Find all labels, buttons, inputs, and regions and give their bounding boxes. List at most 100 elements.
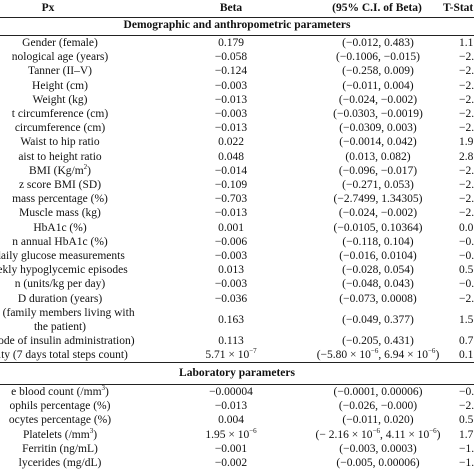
header-px: Px bbox=[41, 2, 55, 14]
cell-px-text: vity (7 days total steps count) bbox=[0, 349, 128, 362]
cell-beta: 0.004 bbox=[218, 414, 244, 427]
cell-beta: 0.179 bbox=[218, 37, 244, 49]
cell-px: aist to height ratio bbox=[0, 151, 160, 163]
table-row: Muscle mass (kg) −0.013 (−0.024, −0.002) −2… bbox=[0, 207, 474, 221]
table-row: daily glucose measurements −0.003 (−0.016,… bbox=[0, 250, 474, 264]
cell-px: n annual HbA1c (%) bbox=[0, 236, 160, 248]
cell-t-stat: −2. bbox=[459, 122, 474, 135]
cell-beta: 0.013 bbox=[218, 264, 244, 277]
cell-px-text: nological age (years) bbox=[11, 51, 109, 64]
cell-px-text: eekly hypoglycemic episodes bbox=[0, 264, 128, 277]
cell-px: n * (family members living with bbox=[0, 307, 160, 319]
header-rule bbox=[0, 17, 474, 18]
cell-px: eekly hypoglycemic episodes bbox=[0, 264, 160, 276]
cell-ci: (−0.205, 0.431) bbox=[342, 335, 414, 348]
cell-t-stat: −2. bbox=[459, 179, 474, 191]
cell-px-text: (mode of insulin administration) bbox=[0, 335, 135, 348]
cell-px: z score BMI (SD) bbox=[0, 179, 160, 191]
cell-ci: (−0.005, 0.00006) bbox=[336, 457, 420, 469]
cell-ci: (−0.0001, 0.00006) bbox=[333, 386, 423, 398]
cell-t-stat: −2. bbox=[459, 51, 474, 64]
cell-t-stat: −0. bbox=[459, 278, 474, 291]
table-row: Ferritin (ng/mL) −0.001 (−0.003, 0.0003) −1… bbox=[0, 443, 474, 457]
cell-beta: 0.048 bbox=[218, 150, 244, 163]
cell-px-text: t circumference (cm) bbox=[11, 108, 109, 120]
cell-beta: −0.014 bbox=[214, 164, 248, 177]
cell-ci: (−2.7499, 1.34305) bbox=[333, 193, 423, 206]
cell-beta: −0.003 bbox=[214, 108, 248, 120]
cell-ci: (−0.1006, −0.015) bbox=[336, 51, 420, 64]
cell-px-text: BMI (Kg/m bbox=[29, 164, 84, 177]
exponent: −6 bbox=[370, 347, 379, 356]
cell-t-stat: −2. bbox=[459, 108, 474, 120]
cell-ci: (−0.012, 0.483) bbox=[342, 37, 414, 49]
exponent: 3 bbox=[89, 426, 94, 435]
cell-px-text: daily glucose measurements bbox=[0, 250, 125, 262]
exponent: −6 bbox=[372, 426, 381, 435]
cell-px: Platelets (/mm3) bbox=[22, 426, 98, 441]
cell-beta: 0.022 bbox=[218, 136, 244, 149]
table-row: t circumference (cm) −0.003 (−0.0303, −0.0… bbox=[0, 108, 474, 122]
table-row: Height (cm) −0.003 (−0.011, 0.004) −2. bbox=[0, 80, 474, 94]
table-row: Weight (kg) −0.013 (−0.024, −0.002) −2. bbox=[0, 94, 474, 108]
cell-beta: 1.95 × 10−6 bbox=[205, 426, 257, 441]
cell-px-text: Height (cm) bbox=[32, 79, 88, 92]
cell-px: Weight (kg) bbox=[0, 94, 160, 106]
cell-t-stat: −0. bbox=[459, 250, 474, 262]
cell-px-text: Ferritin (ng/mL) bbox=[22, 442, 98, 455]
cell-beta: −0.001 bbox=[214, 442, 248, 455]
cell-beta: 0.163 bbox=[218, 313, 244, 326]
cell-beta: −0.003 bbox=[214, 250, 248, 262]
table-row: Tanner (II–V) −0.124 (−0.258, 0.009) −2. bbox=[0, 65, 474, 79]
cell-beta: −0.036 bbox=[214, 292, 248, 305]
table-row: eekly hypoglycemic episodes 0.013 (−0.028,… bbox=[0, 264, 474, 278]
cell-ci: (−0.049, 0.377) bbox=[342, 313, 414, 326]
table-row: ophils percentage (%) −0.013 (−0.026, −0.0… bbox=[0, 400, 474, 414]
cell-t-stat: −0. bbox=[459, 386, 474, 398]
cell-px: t circumference (cm) bbox=[0, 108, 160, 120]
cell-px-text: Tanner (II–V) bbox=[27, 65, 92, 78]
cell-beta: −0.00004 bbox=[209, 386, 253, 398]
cell-ci: (−5.80 × 10−6, 6.94 × 10−6) bbox=[316, 347, 440, 362]
table-header: Px Beta (95% C.I. of Beta) T-Stat bbox=[0, 0, 474, 17]
cell-px: ocytes percentage (%) bbox=[0, 414, 160, 426]
table-row: vity (7 days total steps count) 5.71 × 10… bbox=[0, 347, 474, 363]
table-row: z score BMI (SD) −0.109 (−0.271, 0.053) −2. bbox=[0, 179, 474, 193]
cell-px-text: HbA1c (%) bbox=[33, 221, 87, 234]
table-row: D duration (years) −0.036 (−0.073, 0.0008)… bbox=[0, 293, 474, 307]
table-row: aist to height ratio 0.048 (0.013, 0.082) 2… bbox=[0, 151, 474, 165]
table-row: nological age (years) −0.058 (−0.1006, −0.… bbox=[0, 51, 474, 65]
cell-t-stat: 0.7 bbox=[459, 335, 474, 348]
cell-px-text: aist to height ratio bbox=[18, 150, 102, 163]
cell-px: BMI (Kg/m2) bbox=[29, 162, 91, 177]
cell-px-text: e blood count (/mm bbox=[11, 386, 102, 398]
table-row: n (units/kg per day) −0.003 (−0.048, 0.043… bbox=[0, 278, 474, 292]
cell-ci: (−0.011, 0.020) bbox=[342, 414, 414, 427]
cell-beta: 0.113 bbox=[218, 335, 244, 348]
cell-t-stat: 1.9 bbox=[459, 136, 474, 149]
table-row: HbA1c (%) 0.001 (−0.0105, 0.10364) 0.0 bbox=[0, 222, 474, 236]
table-row: mass percentage (%) −0.703 (−2.7499, 1.343… bbox=[0, 193, 474, 207]
cell-beta: −0.109 bbox=[214, 179, 248, 191]
cell-t-stat: −1. bbox=[459, 457, 474, 469]
cell-px: Waist to hip ratio bbox=[0, 136, 160, 148]
cell-ci: (−0.258, 0.009) bbox=[342, 65, 414, 78]
cell-px: n (units/kg per day) bbox=[0, 278, 160, 290]
cell-px-text: Muscle mass (kg) bbox=[19, 207, 101, 220]
cell-beta: −0.002 bbox=[214, 457, 248, 469]
cell-t-stat: 0.5 bbox=[459, 414, 474, 427]
cell-t-stat: −2. bbox=[459, 193, 474, 206]
cell-px: vity (7 days total steps count) bbox=[0, 349, 160, 361]
cell-beta: 0.001 bbox=[218, 221, 244, 234]
table-row: (mode of insulin administration) 0.113 (−0… bbox=[0, 335, 474, 349]
cell-t-stat: −2. bbox=[459, 207, 474, 220]
cell-px-text: Gender (female) bbox=[22, 37, 98, 49]
cell-ci: (−0.0309, 0.003) bbox=[339, 122, 417, 135]
cell-beta: −0.013 bbox=[214, 400, 248, 413]
header-t-stat: T-Stat bbox=[443, 2, 474, 14]
cell-px: e blood count (/mm3) bbox=[11, 384, 109, 398]
table-row: Platelets (/mm3) 1.95 × 10−6 (− 2.16 × 10−… bbox=[0, 426, 474, 443]
exponent: 3 bbox=[101, 384, 106, 393]
cell-t-stat: −2. bbox=[459, 292, 474, 305]
exponent: 2 bbox=[83, 162, 88, 171]
